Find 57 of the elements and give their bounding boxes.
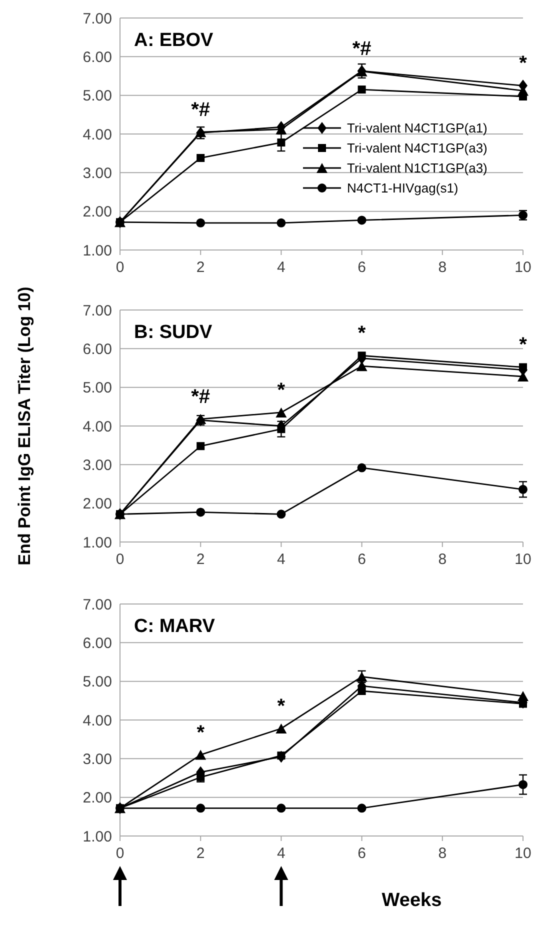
x-tick-label: 2: [196, 259, 205, 276]
y-tick-label: 7.00: [82, 10, 112, 28]
annotation: *: [519, 334, 528, 356]
x-tick-label: 4: [277, 845, 286, 862]
y-tick-label: 1.00: [82, 828, 112, 846]
annotation: *: [196, 722, 205, 744]
y-tick-label: 7.00: [82, 596, 112, 614]
x-tick-label: 4: [277, 259, 286, 276]
annotation: *: [358, 322, 366, 345]
legend-label: Tri-valent N4CT1GP(a3): [347, 140, 488, 156]
y-tick-label: 7.00: [82, 302, 112, 320]
x-tick-label: 6: [358, 551, 366, 568]
annotation: *#: [352, 38, 372, 60]
annotation: *#: [191, 99, 210, 122]
y-tick-label: 6.00: [82, 634, 112, 652]
legend-label: N4CT1-HIVgag(s1): [347, 180, 458, 196]
x-tick-label: 2: [196, 845, 205, 862]
x-tick-label: 4: [277, 551, 286, 568]
y-tick-label: 4.00: [82, 126, 112, 144]
y-tick-label: 3.00: [82, 750, 112, 768]
annotation: *: [519, 52, 528, 75]
y-tick-label: 3.00: [82, 456, 112, 474]
y-tick-label: 6.00: [82, 48, 112, 66]
x-tick-label: 10: [514, 259, 532, 276]
y-axis-title: End Point IgG ELISA Titer (Log 10): [15, 286, 34, 566]
text: C: MARV: [134, 616, 216, 637]
x-tick-label: 8: [438, 259, 447, 276]
y-tick-label: 3.00: [82, 164, 112, 182]
annotation: *#: [191, 386, 210, 408]
y-tick-label: 1.00: [82, 242, 112, 260]
x-tick-label: 0: [116, 845, 124, 862]
y-tick-label: 6.00: [82, 340, 112, 358]
y-tick-label: 5.00: [82, 380, 112, 397]
x-axis-title: Weeks: [382, 890, 442, 911]
y-tick-label: 4.00: [82, 712, 112, 730]
x-tick-label: 10: [514, 551, 532, 568]
legend-label: Tri-valent N4CT1GP(a1): [347, 120, 488, 136]
x-tick-label: 2: [196, 551, 205, 568]
legend-label: Tri-valent N1CT1GP(a3): [347, 160, 488, 176]
annotation: *: [277, 696, 286, 718]
x-tick-label: 0: [116, 259, 124, 276]
y-tick-label: 4.00: [82, 418, 112, 436]
y-tick-label: 2.00: [82, 790, 112, 807]
x-tick-label: 6: [358, 259, 366, 276]
y-tick-label: 5.00: [82, 674, 112, 691]
x-tick-label: 10: [514, 845, 532, 862]
x-tick-label: 8: [438, 551, 447, 568]
y-tick-label: 1.00: [82, 534, 112, 552]
y-tick-label: 5.00: [82, 88, 112, 105]
x-tick-label: 6: [358, 845, 366, 862]
text: A: EBOV: [134, 30, 214, 51]
x-tick-label: 0: [116, 551, 124, 568]
y-tick-label: 2.00: [82, 496, 112, 513]
x-tick-label: 8: [438, 845, 447, 862]
annotation: *: [277, 379, 286, 402]
y-tick-label: 2.00: [82, 204, 112, 221]
text: B: SUDV: [134, 322, 212, 343]
